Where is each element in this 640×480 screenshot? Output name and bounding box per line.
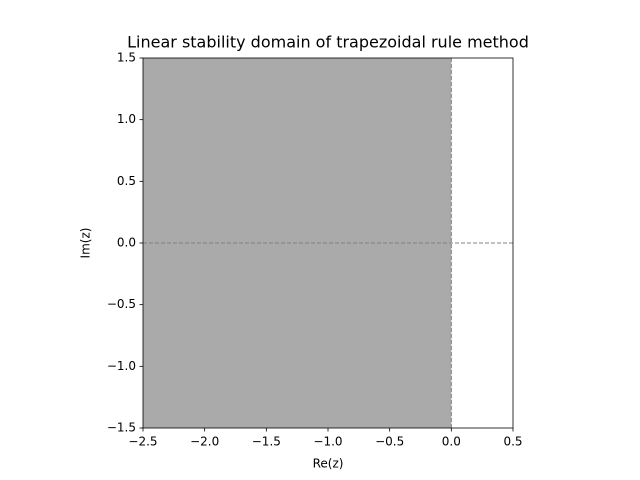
x-tick-label: −2.5: [128, 435, 157, 449]
x-tick-label: −1.0: [313, 435, 342, 449]
y-tick-label: −1.0: [107, 359, 136, 373]
chart-title: Linear stability domain of trapezoidal r…: [127, 33, 529, 52]
y-tick-label: 0.0: [117, 236, 136, 250]
stability-region: [143, 58, 452, 428]
y-tick-label: 0.5: [117, 174, 136, 188]
x-tick-label: −1.5: [252, 435, 281, 449]
y-tick-label: −0.5: [107, 297, 136, 311]
y-tick-label: 1.5: [117, 51, 136, 65]
x-tick-label: −0.5: [375, 435, 404, 449]
x-tick-label: 0.5: [503, 435, 522, 449]
x-tick-label: 0.0: [442, 435, 461, 449]
y-tick-label: 1.0: [117, 112, 136, 126]
x-tick-label: −2.0: [190, 435, 219, 449]
x-axis-label: Re(z): [313, 457, 344, 471]
y-tick-label: −1.5: [107, 421, 136, 435]
y-axis-label: Im(z): [79, 228, 93, 259]
